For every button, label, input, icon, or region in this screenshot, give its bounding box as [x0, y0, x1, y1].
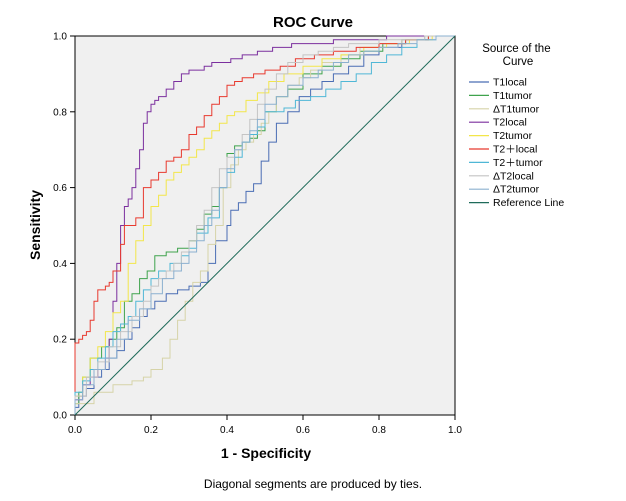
series-line-t2local: [74, 35, 455, 415]
series-line-t2tumor: [74, 35, 455, 415]
chart-title: ROC Curve: [273, 14, 353, 31]
x-tick-label: 1.0: [448, 425, 462, 436]
legend-label: T1local: [493, 77, 527, 89]
roc-curves: [74, 35, 456, 416]
y-tick-label: 0.0: [53, 411, 67, 422]
series-line-t2-local: [74, 35, 455, 415]
y-tick-label: 0.4: [53, 259, 67, 270]
legend-label: T2＋local: [493, 144, 537, 156]
series-line-t2tumor: [74, 35, 455, 415]
legend-label: T2tumor: [493, 130, 533, 142]
x-tick-label: 0.6: [296, 425, 310, 436]
y-axis-label: Sensitivity: [27, 190, 43, 260]
y-tick-label: 0.6: [53, 183, 67, 194]
x-tick-label: 0.8: [372, 425, 386, 436]
legend-label: ΔT2local: [493, 170, 534, 182]
legend: Source of the Curve T1localT1tumorΔT1tum…: [469, 43, 564, 209]
x-axis-ticks: 0.0 0.2 0.4 0.6 0.8 1.0: [68, 415, 462, 436]
x-tick-label: 0.4: [220, 425, 234, 436]
legend-title-line-1: Source of the: [482, 43, 550, 55]
y-axis-ticks: 0.0 0.2 0.4 0.6 0.8 1.0: [53, 32, 75, 422]
series-line-reference-line: [74, 35, 456, 416]
legend-label: Reference Line: [493, 197, 564, 209]
footnote: Diagonal segments are produced by ties.: [204, 477, 422, 491]
legend-label: T1tumor: [493, 90, 533, 102]
legend-label: T2＋tumor: [493, 157, 543, 169]
legend-label: T2local: [493, 117, 527, 129]
legend-label: ΔT1tumor: [493, 103, 540, 115]
y-tick-label: 0.2: [53, 335, 67, 346]
x-tick-label: 0.0: [68, 425, 82, 436]
y-tick-label: 1.0: [53, 32, 67, 43]
legend-title-line-2: Curve: [503, 56, 534, 68]
x-tick-label: 0.2: [144, 425, 158, 436]
x-axis-label: 1 - Specificity: [221, 445, 311, 461]
y-tick-label: 0.8: [53, 107, 67, 118]
legend-title: Source of the Curve: [482, 43, 554, 68]
legend-label: ΔT2tumor: [493, 184, 540, 196]
